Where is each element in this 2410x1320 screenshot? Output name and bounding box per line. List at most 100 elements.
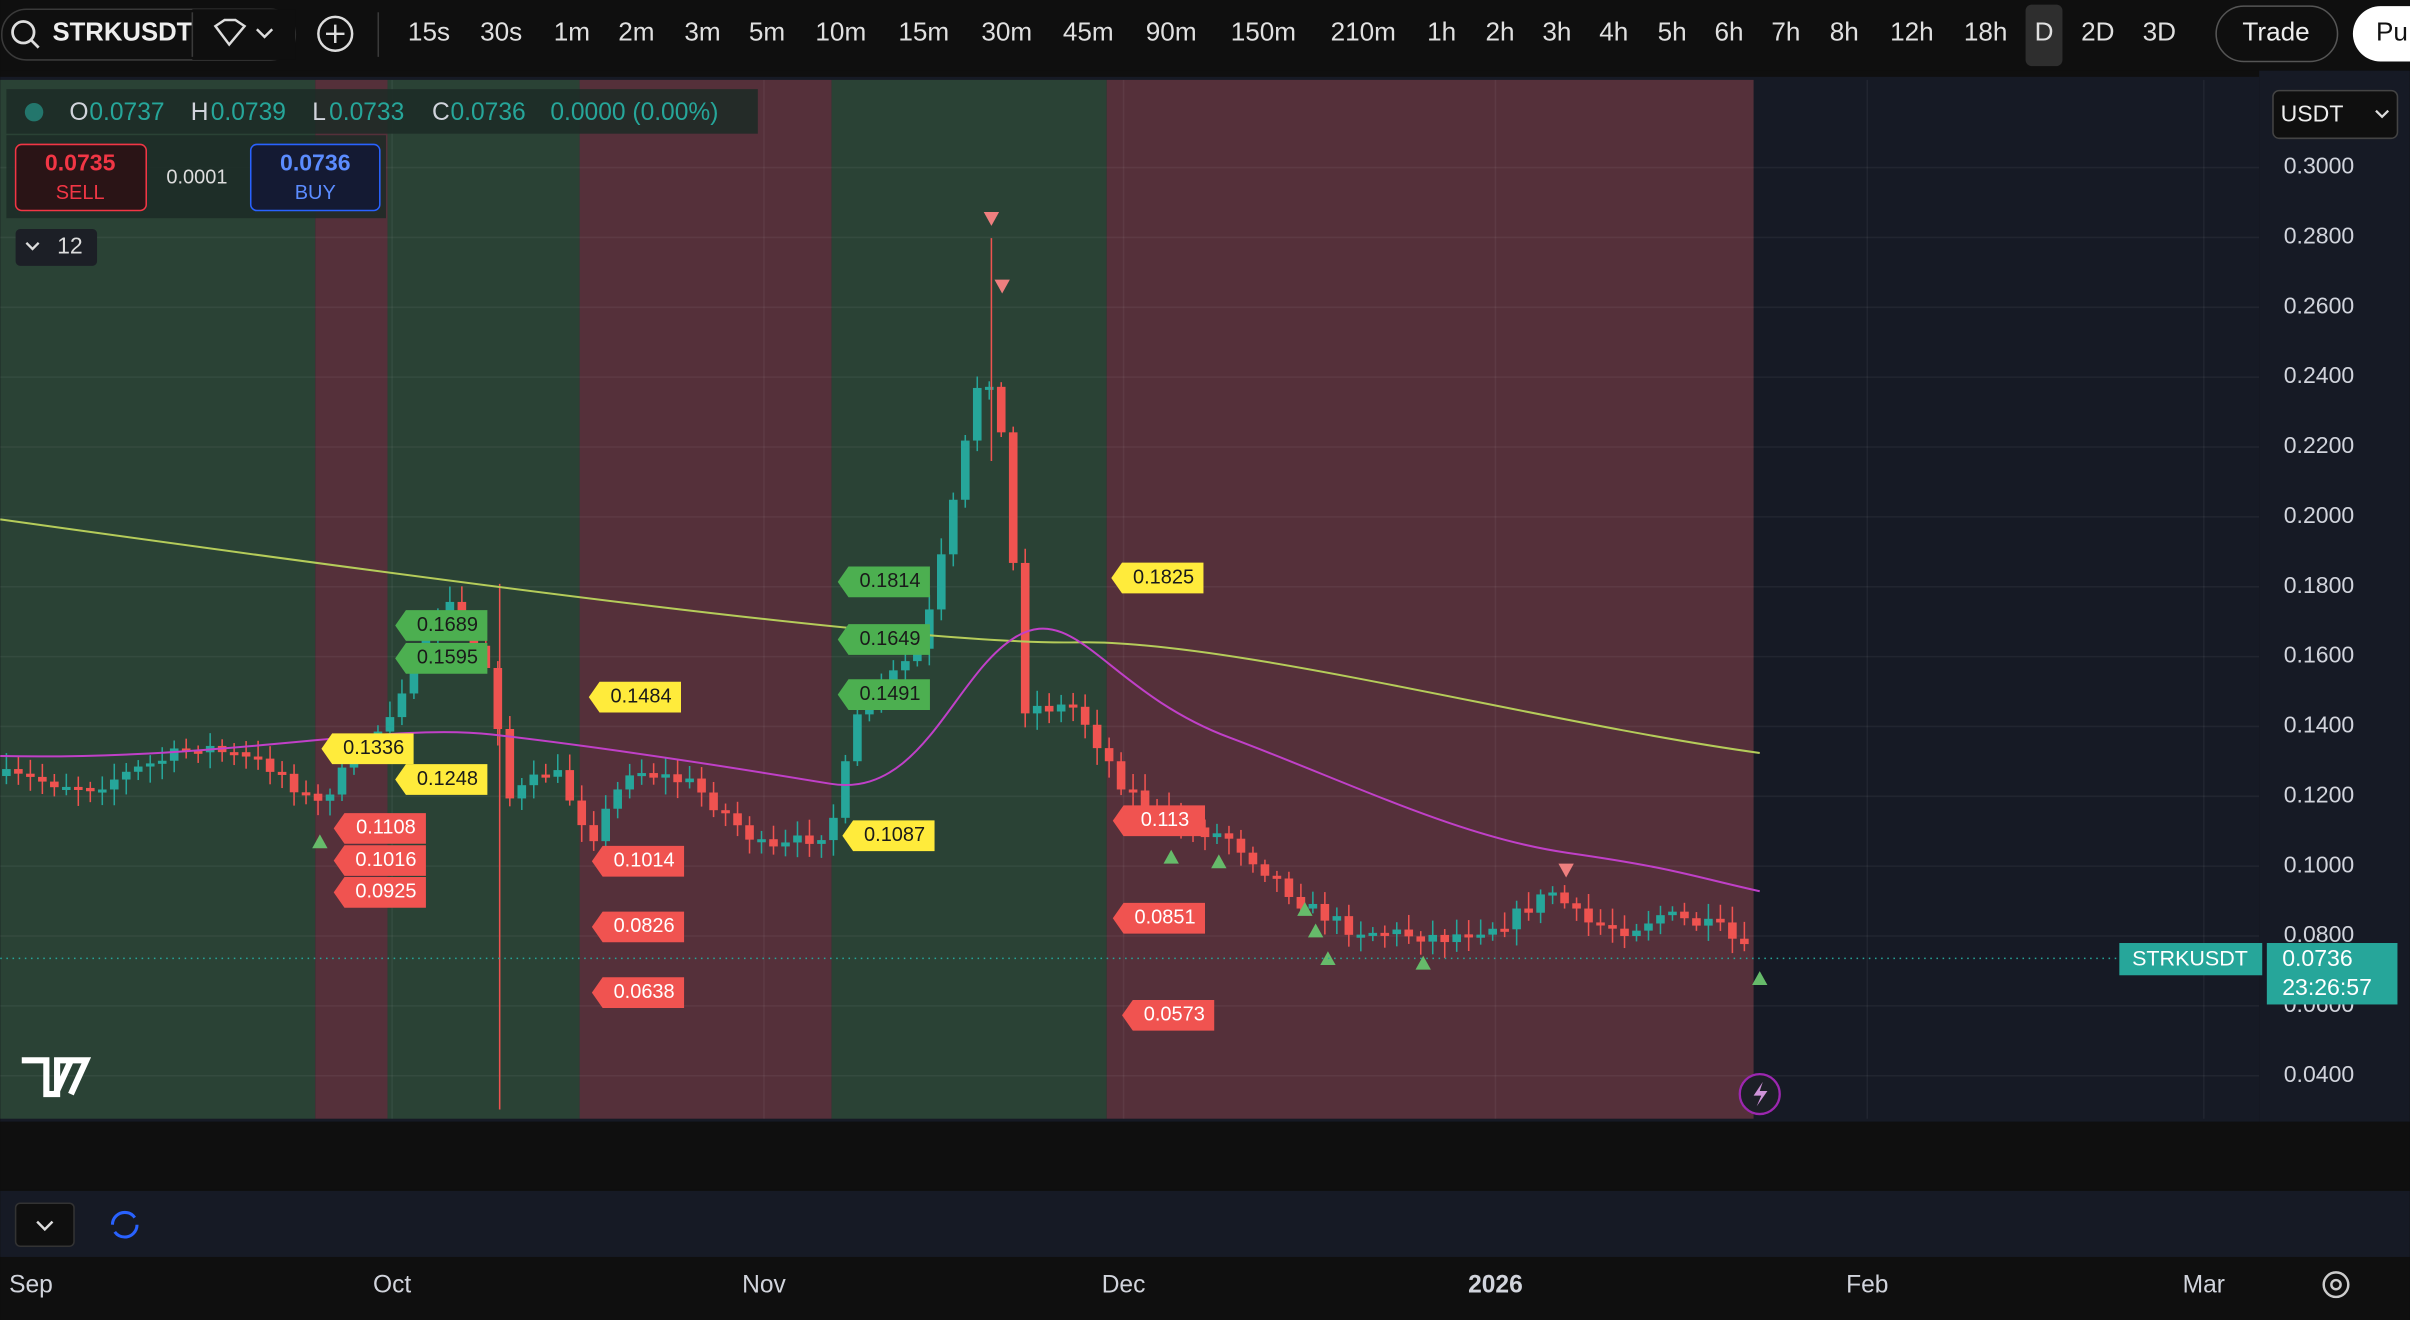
candle-body <box>1512 908 1521 930</box>
price-label-text: 0.113 <box>1141 809 1190 831</box>
settings-icon[interactable] <box>2322 1271 2350 1299</box>
interval[interactable]: 15s <box>408 17 450 47</box>
candle-body <box>733 813 742 826</box>
tv-logo <box>21 1057 92 1098</box>
interval[interactable]: 150m <box>1231 17 1296 47</box>
premium-icon[interactable] <box>213 18 247 47</box>
symbol-tag-text: STRKUSDT <box>2132 947 2248 971</box>
interval[interactable]: 210m <box>1331 17 1396 47</box>
currency: USDT <box>2281 100 2344 126</box>
currency-select[interactable] <box>2272 89 2399 140</box>
ohlc-value: 0.0733 <box>329 99 404 126</box>
session-bands <box>0 79 1754 1119</box>
interval[interactable]: 2D <box>2081 17 2114 47</box>
ohlc-value: 0.0739 <box>211 99 286 126</box>
dropdown-icon[interactable] <box>256 28 274 39</box>
candle-body <box>709 792 718 811</box>
add-symbol[interactable] <box>317 15 354 52</box>
candle-body <box>745 825 754 840</box>
candle-body <box>1464 934 1473 938</box>
interval[interactable]: 1m <box>554 17 590 47</box>
trade-label: Trade <box>2242 17 2309 47</box>
price-label: 0.1491 <box>837 679 930 711</box>
y-tick-label: 0.3000 <box>2284 153 2355 179</box>
interval[interactable]: 3D <box>2143 17 2176 47</box>
candle-body <box>14 769 23 774</box>
interval[interactable]: 5m <box>749 17 785 47</box>
chevron <box>36 1220 54 1232</box>
interval[interactable]: 5h <box>1658 17 1687 47</box>
interval[interactable]: 90m <box>1146 17 1197 47</box>
candle-body <box>289 773 299 793</box>
price-label-box <box>837 566 930 598</box>
price-label-box <box>395 764 488 795</box>
candle-body <box>26 773 35 777</box>
candle-body <box>1332 916 1342 921</box>
interval[interactable]: 8h <box>1830 17 1859 47</box>
candle-body <box>169 748 179 761</box>
interval[interactable]: 12h <box>1890 17 1934 47</box>
candle-body <box>1560 892 1569 904</box>
interval[interactable]: 30s <box>480 17 522 47</box>
candle-body <box>1128 789 1138 793</box>
price-label-text: 0.1087 <box>864 824 925 846</box>
interval[interactable]: 2m <box>618 17 654 47</box>
price-label: 0.1689 <box>395 610 488 641</box>
candle-body <box>1116 761 1126 790</box>
interval[interactable]: 15m <box>898 17 949 47</box>
y-tick-label: 0.1600 <box>2284 642 2355 668</box>
indicators-toggle[interactable] <box>15 228 98 266</box>
candle-body <box>38 776 47 782</box>
lightning-icon <box>1753 1081 1768 1107</box>
candle-body <box>50 781 59 788</box>
y-tick-label: 0.1800 <box>2284 572 2355 598</box>
interval[interactable]: 10m <box>815 17 866 47</box>
candle-body <box>1716 918 1725 923</box>
candle-body <box>1092 724 1102 749</box>
price-label-box <box>1122 999 1215 1031</box>
candle-body <box>972 387 982 441</box>
y-tick-label: 0.0800 <box>2284 921 2355 947</box>
price-tag-countdown: 23:26:57 <box>2282 974 2372 1000</box>
interval[interactable]: 4h <box>1599 17 1628 47</box>
price-label-box <box>1112 902 1205 934</box>
interval[interactable]: 30m <box>981 17 1032 47</box>
price-label-text: 0.1814 <box>859 570 920 592</box>
candle-body <box>853 714 862 762</box>
refresh-icon[interactable] <box>110 1210 139 1239</box>
candle-body <box>1344 916 1354 935</box>
interval[interactable]: 2h <box>1486 17 1515 47</box>
time-label: Dec <box>1102 1272 1146 1299</box>
interval[interactable]: 7h <box>1771 17 1800 47</box>
grid <box>0 79 2260 1119</box>
price-tag-value: 0.0736 <box>2282 945 2353 971</box>
interval[interactable]: 3h <box>1542 17 1571 47</box>
candle-body <box>829 817 838 841</box>
candle-body <box>649 773 658 778</box>
candle-body <box>529 774 539 786</box>
publish-button[interactable] <box>2352 6 2410 62</box>
interval[interactable]: 3m <box>684 17 720 47</box>
candle-body <box>85 787 95 792</box>
candle-body <box>793 835 802 843</box>
interval[interactable]: D <box>2035 17 2054 47</box>
interval[interactable]: 1h <box>1427 17 1456 47</box>
price-label: 0.0638 <box>591 977 685 1008</box>
price-label-box <box>591 845 685 877</box>
candle-body <box>1608 925 1617 929</box>
collapse-button[interactable] <box>14 1202 75 1248</box>
trade-button[interactable] <box>2215 5 2339 63</box>
candle-body <box>817 840 826 844</box>
y-tick-label: 0.2400 <box>2284 362 2355 388</box>
buy-button[interactable] <box>249 143 381 212</box>
interval[interactable]: 6h <box>1714 17 1743 47</box>
candle-body <box>625 775 634 790</box>
interval[interactable]: 18h <box>1964 17 2008 47</box>
candle-body <box>1644 923 1653 931</box>
sell-button[interactable] <box>14 143 148 212</box>
interval[interactable]: 45m <box>1063 17 1114 47</box>
candle-body <box>2 769 11 777</box>
candle-body <box>1596 922 1605 926</box>
candle-body <box>1572 903 1581 909</box>
candle-body <box>1740 938 1749 945</box>
